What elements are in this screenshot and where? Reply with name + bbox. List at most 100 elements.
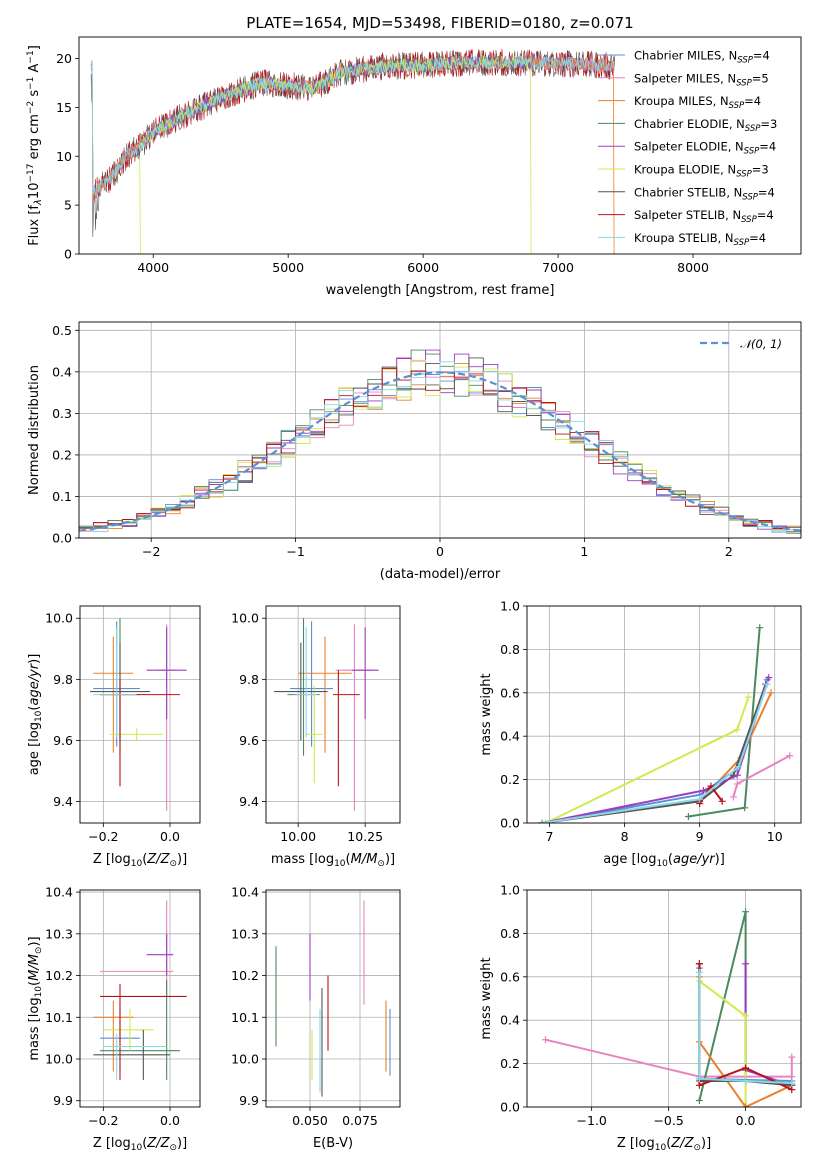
x-tick-label: −0.5 <box>653 1113 683 1128</box>
histograms <box>79 349 801 536</box>
point-marker <box>742 960 750 968</box>
legend-label: Kroupa STELIB, NSSP=4 <box>634 231 766 248</box>
legend-label: Chabrier ELODIE, NSSP=3 <box>634 117 777 134</box>
y-tick-label: 10.0 <box>231 1052 259 1067</box>
point-marker <box>767 689 775 697</box>
legend-label: Chabrier STELIB, NSSP=4 <box>634 185 775 202</box>
y-tick-label: 9.9 <box>53 1093 73 1108</box>
point-marker <box>695 968 703 976</box>
point-marker <box>733 780 741 788</box>
y-tick-label: 5 <box>64 198 72 213</box>
age-vs-Z-points <box>90 618 187 811</box>
y-tick-label: 0.0 <box>500 816 520 831</box>
normal-reference-curve <box>79 371 801 532</box>
age-vs-mass-axes: 10.00 10.25 9.4 9.6 9.8 10.0 mass [log10(M/M⊙)… <box>231 606 400 869</box>
y-tick-label: 9.4 <box>239 794 259 809</box>
point-marker <box>695 1096 703 1104</box>
point-marker <box>733 726 741 734</box>
x-tick-label: −1.0 <box>576 1113 606 1128</box>
spectrum-kroupa-elodie <box>139 55 532 254</box>
series-chabrier-elodie <box>688 627 761 818</box>
axes-frame <box>78 36 802 255</box>
point-marker <box>718 797 726 805</box>
point-marker <box>788 1086 796 1094</box>
y-tick-label: 9.4 <box>53 794 73 809</box>
spectrum-axes: 4000 5000 6000 7000 8000 0 5 10 15 20 wavelength [… <box>26 45 709 298</box>
axes-frame <box>265 889 401 1108</box>
x-tick-label: 0 <box>436 544 444 559</box>
x-tick-label: 10.00 <box>280 829 316 844</box>
series-chabrier-stelib <box>541 683 767 823</box>
histogram-kroupa-elodie <box>79 359 801 533</box>
point-marker <box>733 771 741 779</box>
series-kroupa-stelib <box>698 972 792 1085</box>
mass-vs-ebv-points <box>275 900 391 1097</box>
axes-frame <box>79 889 201 1108</box>
point-marker <box>742 1077 750 1085</box>
point-marker <box>741 804 749 812</box>
x-tick-label: 10.25 <box>347 829 383 844</box>
x-tick-label: 0.075 <box>342 1113 378 1128</box>
spectrum-chabrier-stelib <box>90 49 616 237</box>
x-tick-label: 7000 <box>542 260 574 275</box>
y-tick-label: 0 <box>64 247 72 262</box>
y-tick-label: 1.0 <box>500 599 520 614</box>
point-marker <box>742 1012 750 1020</box>
series-kroupa-elodie <box>698 980 747 1107</box>
x-axis-label: Z [log10(Z/Z⊙)] <box>617 1136 711 1153</box>
y-axis-label: Normed distribution <box>27 365 42 495</box>
y-tick-label: 0.5 <box>52 323 72 338</box>
legend-label: Kroupa ELODIE, NSSP=3 <box>634 163 769 180</box>
y-tick-label: 10.1 <box>45 1010 73 1025</box>
x-tick-label: 5000 <box>272 260 304 275</box>
legend-label: Salpeter ELODIE, NSSP=4 <box>634 140 776 157</box>
x-tick-label: 8000 <box>677 260 709 275</box>
weight-vs-Z-series <box>541 908 796 1107</box>
spectrum-kroupa-stelib <box>90 55 615 197</box>
point-marker <box>684 812 692 820</box>
series-chabrier-miles <box>541 679 769 823</box>
x-tick-label: 6000 <box>407 260 439 275</box>
y-tick-label: 0.2 <box>500 772 520 787</box>
histogram-salpeter-stelib <box>79 367 801 536</box>
y-tick-label: 0.0 <box>52 531 72 546</box>
spectrum-lines <box>90 48 616 254</box>
legend-label: 𝒩(0, 1) <box>740 337 782 351</box>
x-tick-label: 8 <box>621 829 629 844</box>
y-tick-label: 9.6 <box>53 733 73 748</box>
y-tick-label: 10.3 <box>45 926 73 941</box>
y-tick-label: 0.4 <box>500 1013 520 1028</box>
axes-frame <box>265 605 401 824</box>
x-tick-label: 0.0 <box>736 1113 756 1128</box>
y-tick-label: 15 <box>56 100 72 115</box>
x-tick-label: 1 <box>580 544 588 559</box>
axes-frame <box>526 605 802 824</box>
y-tick-label: 10.2 <box>231 968 259 983</box>
x-tick-label: 0.0 <box>160 1113 180 1128</box>
series-salpeter-elodie <box>541 677 770 823</box>
axes-frame <box>79 605 201 824</box>
x-tick-label: −1 <box>286 544 304 559</box>
axes-frame <box>526 889 802 1108</box>
y-axis-label: mass [log10(M/M⊙)] <box>27 936 44 1060</box>
point-marker <box>699 786 707 794</box>
y-tick-label: 0.0 <box>500 1100 520 1115</box>
legend-label: Salpeter STELIB, NSSP=4 <box>634 208 774 225</box>
y-tick-label: 9.9 <box>239 1093 259 1108</box>
x-axis-label: E(B-V) <box>313 1136 353 1151</box>
y-axis-label: mass weight <box>479 673 494 755</box>
point-marker <box>695 1081 703 1089</box>
x-tick-label: −2 <box>142 544 160 559</box>
age-vs-Z-axes: −0.2 0.0 9.4 9.6 9.8 10.0 Z [log10(Z/Z⊙)] age [… <box>27 606 200 869</box>
point-marker <box>729 793 737 801</box>
y-tick-label: 1.0 <box>500 883 520 898</box>
point-marker <box>742 1103 750 1107</box>
y-tick-label: 20 <box>56 51 72 66</box>
weight-vs-age-axes: 7 8 9 10 0.0 0.2 0.4 0.6 0.8 1.0 age [log10(age/yr… <box>479 599 801 869</box>
point-marker <box>786 752 794 760</box>
x-tick-label: 4000 <box>137 260 169 275</box>
point-marker <box>763 680 771 688</box>
y-tick-label: 0.4 <box>500 729 520 744</box>
y-tick-label: 0.2 <box>500 1056 520 1071</box>
spectrum-kroupa-miles <box>90 55 615 254</box>
